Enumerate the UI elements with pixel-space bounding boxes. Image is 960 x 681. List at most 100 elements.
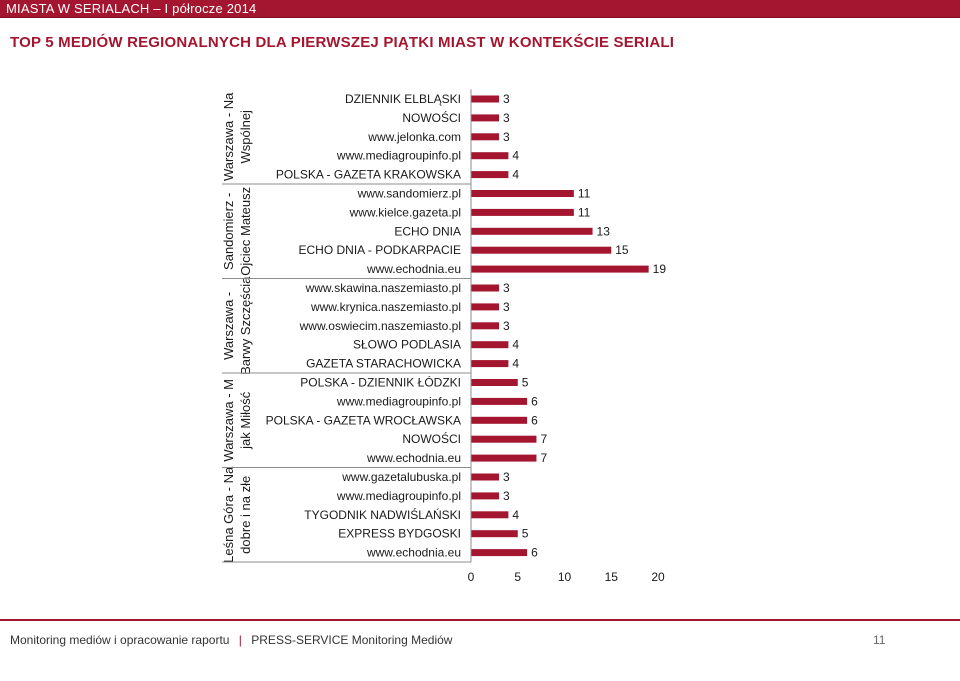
bar (471, 190, 574, 197)
bar-chart: DZIENNIK ELBLĄSKI 3 NOWOŚCI 3 www.jelonka.co… (221, 89, 667, 584)
data-label: 3 (503, 470, 510, 484)
page-title: TOP 5 MEDIÓW REGIONALNYCH DLA PIERWSZEJ … (10, 34, 675, 51)
bar (471, 246, 612, 254)
group-label: Ojciec Mateusz (238, 187, 253, 276)
data-label: 6 (531, 413, 538, 427)
data-label: 4 (512, 168, 519, 182)
data-label: 4 (512, 149, 519, 163)
bar (471, 95, 500, 103)
bar (471, 360, 509, 368)
data-label: 4 (512, 357, 519, 371)
footer-separator: | (238, 633, 242, 647)
data-label: 3 (503, 300, 510, 314)
bar (471, 227, 593, 235)
bar (471, 416, 528, 424)
bar (471, 473, 500, 481)
category-label: DZIENNIK ELBLĄSKI (345, 92, 461, 106)
category-label: ECHO DNIA - PODKARPACIE (299, 243, 461, 257)
data-label: 3 (503, 281, 510, 295)
x-tick-label: 0 (468, 570, 475, 584)
category-label: www.echodnia.eu (366, 262, 461, 276)
x-tick-label: 10 (558, 570, 572, 584)
header-bar: MIASTA W SERIALACH – I półrocze 2014 (0, 0, 960, 18)
x-tick-label: 20 (651, 570, 665, 584)
category-label: EXPRESS BYDGOSKI (338, 527, 461, 541)
data-label: 11 (578, 205, 591, 219)
category-label: SŁOWO PODLASIA (353, 338, 461, 352)
category-label: www.mediagroupinfo.pl (336, 394, 461, 408)
category-label: www.jelonka.com (367, 130, 461, 144)
group-label: dobre i na złe (238, 476, 253, 554)
bar (471, 114, 500, 122)
data-label: 4 (512, 338, 519, 352)
bar (471, 435, 537, 443)
data-label: 6 (531, 546, 538, 560)
category-label: www.oswiecim.naszemiasto.pl (299, 319, 461, 333)
bar (471, 265, 649, 273)
bar (471, 322, 500, 330)
bar (471, 511, 509, 519)
bar (471, 284, 500, 292)
category-label: ECHO DNIA (394, 224, 461, 238)
x-tick-label: 15 (605, 570, 619, 584)
group-label: Barwy Szczęścia (238, 276, 253, 375)
group-label: Sandomierz - (221, 193, 236, 270)
data-label: 13 (597, 224, 611, 238)
data-label: 3 (503, 92, 510, 106)
category-label: TYGODNIK NADWIŚLAŃSKI (304, 507, 461, 522)
category-label: www.krynica.naszemiasto.pl (310, 300, 461, 314)
category-label: POLSKA - GAZETA WROCŁAWSKA (266, 413, 461, 427)
bar (471, 341, 509, 349)
data-label: 3 (503, 489, 510, 503)
category-label: www.mediagroupinfo.pl (336, 489, 461, 503)
group-label: Warszawa - M (221, 379, 236, 462)
x-tick-label: 5 (514, 570, 521, 584)
bar (471, 208, 574, 216)
footer-left-text: Monitoring mediów i opracowanie raportu (10, 633, 230, 647)
category-label: POLSKA - DZIENNIK ŁÓDZKI (300, 375, 461, 390)
category-label: GAZETA STARACHOWICKA (306, 357, 461, 371)
category-label: NOWOŚCI (402, 110, 461, 125)
category-label: www.gazetalubuska.pl (341, 470, 461, 484)
data-label: 11 (578, 187, 591, 201)
data-label: 5 (522, 376, 529, 390)
bar (471, 152, 509, 160)
page-number: 11 (873, 633, 886, 647)
bar (471, 454, 537, 462)
data-label: 4 (512, 508, 519, 522)
footer: Monitoring mediów i opracowanie raportu … (10, 633, 452, 647)
category-label: www.echodnia.eu (366, 546, 461, 560)
data-label: 7 (540, 451, 547, 465)
bar (471, 379, 518, 386)
category-label: www.sandomierz.pl (357, 187, 461, 201)
bar (471, 492, 500, 500)
category-label: www.mediagroupinfo.pl (336, 149, 461, 163)
group-label: Leśna Góra - Na (221, 466, 236, 563)
bar (471, 171, 509, 179)
footer-divider (0, 619, 960, 621)
category-label: www.kielce.gazeta.pl (349, 205, 461, 219)
header-title: MIASTA W SERIALACH – I półrocze 2014 (6, 1, 257, 16)
category-label: POLSKA - GAZETA KRAKOWSKA (276, 168, 461, 182)
data-label: 3 (503, 319, 510, 333)
data-label: 5 (522, 527, 529, 541)
bar (471, 303, 500, 311)
data-label: 19 (653, 262, 667, 276)
data-label: 3 (503, 130, 510, 144)
category-label: www.echodnia.eu (366, 451, 461, 465)
data-label: 7 (540, 432, 547, 446)
data-label: 3 (503, 111, 510, 125)
category-label: www.skawina.naszemiasto.pl (305, 281, 461, 295)
data-label: 15 (615, 243, 629, 257)
group-label: jak Miłość (238, 391, 253, 450)
category-label: NOWOŚCI (402, 431, 461, 446)
bar (471, 530, 518, 538)
bar (471, 133, 500, 141)
group-label: Warszawa - Na (221, 92, 236, 181)
bar (471, 549, 528, 557)
group-label: Warszawa - (221, 292, 236, 360)
data-label: 6 (531, 394, 538, 408)
footer-right-text: PRESS-SERVICE Monitoring Mediów (251, 633, 453, 647)
bar (471, 397, 528, 405)
group-label: Wspólnej (238, 110, 253, 164)
